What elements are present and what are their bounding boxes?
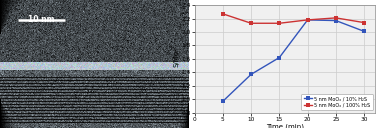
5 nm MoOₓ / 100% H₂S [221,13,225,15]
5 nm MoOₓ / 100% H₂S [249,23,253,24]
5 nm MoOₓ / 10% H₂S [277,57,282,58]
5 nm MoOₓ / 10% H₂S [333,20,338,21]
Legend: 5 nm MoOₓ / 10% H₂S, 5 nm MoOₓ / 100% H₂S: 5 nm MoOₓ / 10% H₂S, 5 nm MoOₓ / 100% H₂… [301,94,373,110]
Line: 5 nm MoOₓ / 10% H₂S: 5 nm MoOₓ / 10% H₂S [220,18,367,104]
Line: 5 nm MoOₓ / 100% H₂S: 5 nm MoOₓ / 100% H₂S [220,11,367,26]
5 nm MoOₓ / 10% H₂S [221,100,225,102]
X-axis label: Time (min): Time (min) [266,124,304,128]
5 nm MoOₓ / 10% H₂S [249,74,253,75]
5 nm MoOₓ / 100% H₂S [333,17,338,19]
Text: 10 nm: 10 nm [28,15,55,24]
5 nm MoOₓ / 100% H₂S [362,22,366,23]
5 nm MoOₓ / 100% H₂S [305,19,310,21]
5 nm MoOₓ / 10% H₂S [305,19,310,21]
5 nm MoOₓ / 10% H₂S [362,31,366,32]
5 nm MoOₓ / 100% H₂S [277,23,282,24]
Y-axis label: S/Mo: S/Mo [173,50,179,67]
